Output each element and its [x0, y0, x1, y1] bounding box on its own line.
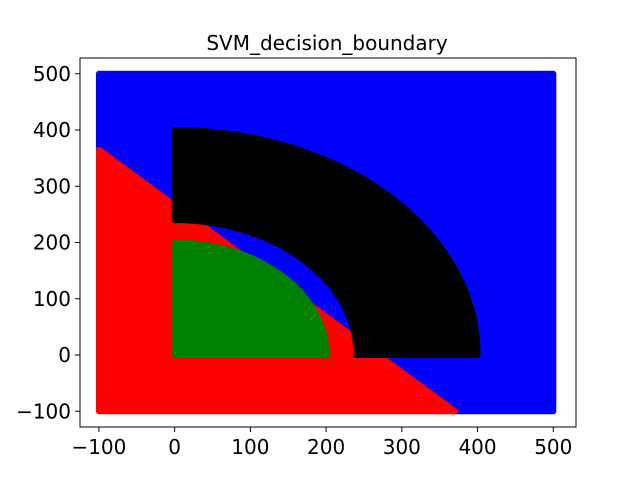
y-tick-label: −100	[16, 399, 71, 423]
y-tick-label: 400	[33, 118, 71, 142]
y-tick-label: 200	[33, 231, 71, 255]
class-region-2	[171, 239, 330, 358]
x-tick-label: 100	[231, 435, 269, 459]
class-region-1	[171, 127, 481, 358]
x-tick-label: 200	[307, 435, 345, 459]
x-tick-label: 500	[534, 435, 572, 459]
x-tick-label: 300	[383, 435, 421, 459]
y-tick-label: 500	[33, 62, 71, 86]
y-tick-label: 300	[33, 174, 71, 198]
x-tick-label: 400	[458, 435, 496, 459]
chart-title: SVM_decision_boundary	[206, 31, 448, 55]
x-axis: −100 0 100 200 300 400 500	[71, 427, 572, 459]
x-tick-label: 0	[168, 435, 181, 459]
plot-area	[95, 70, 557, 415]
y-tick-label: 100	[33, 287, 71, 311]
x-tick-label: −100	[71, 435, 126, 459]
y-tick-label: 0	[58, 343, 71, 367]
y-axis: −100 0 100 200 300 400 500	[16, 62, 80, 423]
